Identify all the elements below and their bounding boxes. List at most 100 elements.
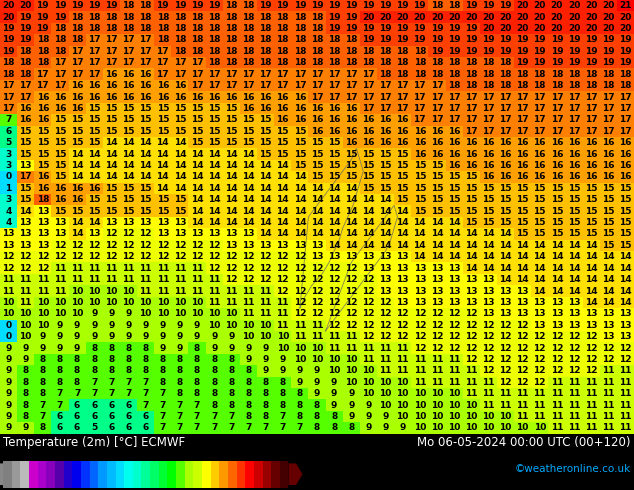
Text: 12: 12 xyxy=(482,343,495,353)
Text: 19: 19 xyxy=(379,1,392,10)
Bar xyxy=(34,91,51,103)
Text: 14: 14 xyxy=(396,218,409,227)
Bar xyxy=(86,183,103,194)
Text: 16: 16 xyxy=(362,138,375,147)
Bar xyxy=(223,274,240,285)
Text: 9: 9 xyxy=(348,401,354,410)
Text: 18: 18 xyxy=(568,70,580,79)
Text: 14: 14 xyxy=(311,184,323,193)
Text: 13: 13 xyxy=(37,229,49,239)
Text: 18: 18 xyxy=(516,81,529,90)
Text: 19: 19 xyxy=(533,35,546,45)
Text: 11: 11 xyxy=(345,332,358,341)
Text: 8: 8 xyxy=(194,378,200,387)
Bar xyxy=(446,91,463,103)
Text: 17: 17 xyxy=(516,115,529,124)
Text: 12: 12 xyxy=(345,264,358,272)
Text: 11: 11 xyxy=(157,275,169,284)
Text: 15: 15 xyxy=(499,207,512,216)
Bar xyxy=(531,411,548,422)
Text: 11: 11 xyxy=(448,355,460,364)
Text: 7: 7 xyxy=(160,412,166,421)
Bar xyxy=(531,34,548,46)
Bar xyxy=(583,285,600,297)
Text: 12: 12 xyxy=(499,332,512,341)
Bar xyxy=(326,285,343,297)
Text: 15: 15 xyxy=(568,184,580,193)
Bar xyxy=(188,343,205,354)
Text: 19: 19 xyxy=(311,1,323,10)
Text: 14: 14 xyxy=(345,207,358,216)
Bar xyxy=(17,251,34,263)
Bar xyxy=(411,319,429,331)
Bar xyxy=(223,183,240,194)
Bar xyxy=(103,274,120,285)
Bar xyxy=(103,285,120,297)
Bar xyxy=(219,461,228,488)
Bar xyxy=(86,251,103,263)
Text: 10: 10 xyxy=(88,298,100,307)
Text: 7: 7 xyxy=(91,389,98,398)
Bar xyxy=(343,23,360,34)
Bar xyxy=(171,148,188,160)
Text: 20: 20 xyxy=(500,24,512,33)
Bar xyxy=(154,34,171,46)
Bar xyxy=(446,388,463,399)
Text: 14: 14 xyxy=(139,172,152,181)
Bar xyxy=(600,91,617,103)
Bar xyxy=(257,343,274,354)
Bar xyxy=(326,377,343,388)
Bar xyxy=(548,148,566,160)
Bar xyxy=(446,183,463,194)
Text: 11: 11 xyxy=(174,275,186,284)
Text: 8: 8 xyxy=(211,367,217,375)
Bar xyxy=(377,183,394,194)
Text: 13: 13 xyxy=(516,298,529,307)
Text: 19: 19 xyxy=(499,47,512,56)
Bar xyxy=(411,365,429,377)
Bar xyxy=(394,308,411,319)
Text: 15: 15 xyxy=(328,161,340,170)
Text: 18: 18 xyxy=(157,13,169,22)
Text: 15: 15 xyxy=(105,195,118,204)
Bar xyxy=(291,343,308,354)
Bar xyxy=(394,399,411,411)
Bar xyxy=(274,422,291,434)
Bar xyxy=(600,377,617,388)
Text: 12: 12 xyxy=(242,275,255,284)
Bar xyxy=(240,331,257,343)
Text: 15: 15 xyxy=(396,184,409,193)
Text: 11: 11 xyxy=(551,412,563,421)
Bar xyxy=(171,354,188,365)
Text: 15: 15 xyxy=(122,184,135,193)
Text: 8: 8 xyxy=(40,367,46,375)
Bar xyxy=(497,205,514,217)
Bar xyxy=(176,461,184,488)
Bar xyxy=(0,251,17,263)
Bar xyxy=(291,308,308,319)
Bar xyxy=(566,411,583,422)
Text: 15: 15 xyxy=(54,115,66,124)
Text: 8: 8 xyxy=(228,401,235,410)
Bar xyxy=(257,46,274,57)
Bar xyxy=(257,297,274,308)
Bar xyxy=(480,228,497,240)
Bar xyxy=(600,411,617,422)
Bar xyxy=(205,388,223,399)
Bar xyxy=(480,365,497,377)
Text: 17: 17 xyxy=(105,47,118,56)
Bar xyxy=(188,23,205,34)
Text: 14: 14 xyxy=(567,264,580,272)
Text: 11: 11 xyxy=(259,309,272,318)
Bar xyxy=(240,57,257,69)
Bar xyxy=(497,160,514,171)
Text: 11: 11 xyxy=(54,264,66,272)
Text: 7: 7 xyxy=(211,423,217,433)
Text: 17: 17 xyxy=(379,93,392,101)
Text: 15: 15 xyxy=(105,115,118,124)
Bar xyxy=(223,319,240,331)
Bar xyxy=(51,205,68,217)
Bar xyxy=(429,251,446,263)
Text: 20: 20 xyxy=(619,13,631,22)
Text: 9: 9 xyxy=(5,355,12,364)
